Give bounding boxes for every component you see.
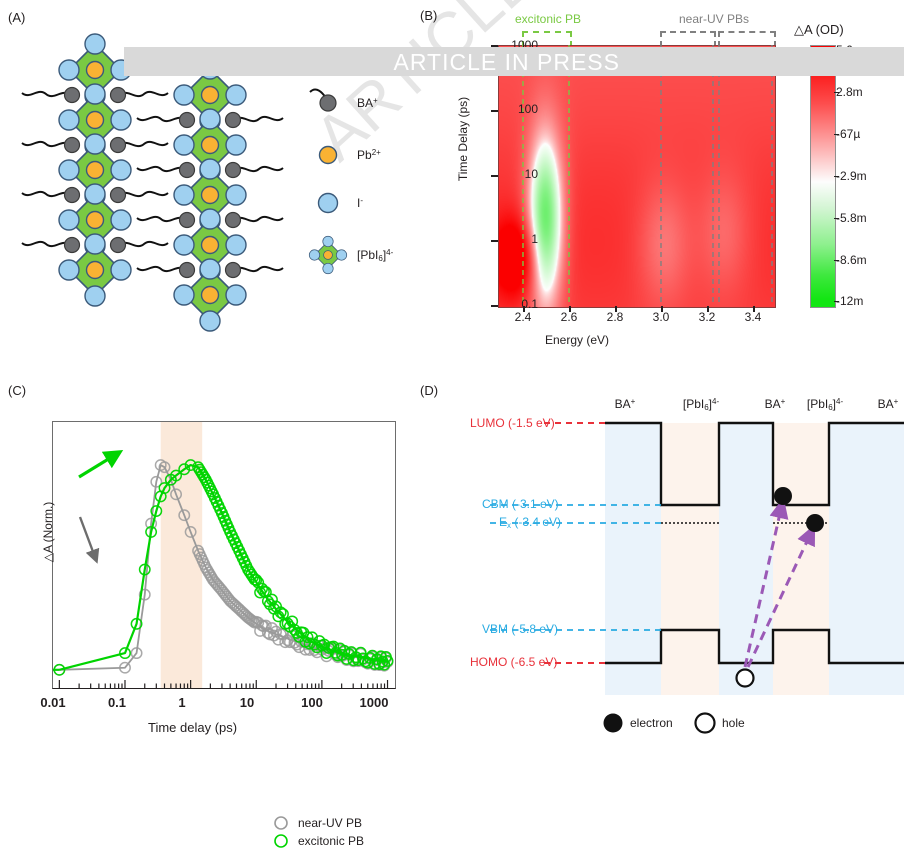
transition-arrow-to-exciton [746, 524, 816, 668]
green-up-arrow [78, 449, 124, 479]
series-markers-excitonic-pb [53, 459, 394, 676]
series-markers-near-uv-pb [53, 459, 394, 676]
annotation-bracket-excitonic [522, 31, 572, 47]
c-x-tick-1000: 1000 [359, 695, 389, 710]
panel-d-label: (D) [420, 383, 439, 398]
conduction-band-profile [605, 421, 904, 507]
legend-electron-glyph [603, 713, 623, 733]
y-tick-1: 1 [531, 232, 538, 246]
level-label-ex: Ex (-3.4 eV) [499, 515, 562, 530]
electron-carrier-cbm [774, 487, 792, 505]
x-tick-3.4: 3.4 [744, 310, 762, 324]
shade-pbi6-1 [661, 423, 719, 695]
article-in-press-banner: ARTICLE IN PRESS [124, 47, 904, 76]
panel-a-label: (A) [8, 10, 26, 25]
annotation-label-near-uv-pbs: near-UV PBs [679, 12, 750, 26]
c-x-axis-title: Time delay (ps) [148, 720, 238, 735]
transition-arrow-to-cbm [743, 497, 789, 668]
heatmap-plot-area [498, 45, 776, 308]
x-axis-title: Energy (eV) [545, 333, 610, 347]
colorbar-gradient [810, 45, 836, 308]
layer-label-ba-2: BA+ [764, 397, 786, 411]
shade-pbi6-2 [773, 423, 829, 695]
legend-label-pb: Pb2+ [357, 148, 381, 162]
y-tick-10: 10 [524, 167, 538, 181]
x-tick-2.6: 2.6 [560, 310, 578, 324]
electron-carrier-exciton [806, 514, 824, 532]
legend-label-excitonic-pb: excitonic PB [298, 834, 365, 848]
x-tick-2.8: 2.8 [606, 310, 624, 324]
colorbar-tick-1: 2.8m [836, 85, 863, 99]
legend-glyph-pb [318, 145, 338, 165]
legend-label-iodide: I- [357, 196, 364, 210]
annotation-bracket-nearuv-2 [718, 31, 776, 47]
legend-label-near-uv-pb: near-UV PB [298, 816, 363, 830]
panel-d-band-diagram: (D) BA+ [PbI6]4- BA+ [PbI6]4- BA+ [415, 375, 904, 753]
y-tick-100: 100 [517, 102, 538, 116]
shade-ba-2 [719, 423, 773, 695]
perovskite-structure-drawing [21, 33, 348, 332]
legend-label-electron: electron [630, 716, 673, 730]
c-x-tick-10: 10 [239, 695, 255, 710]
level-label-lumo: LUMO (-1.5 eV) [470, 416, 555, 430]
panel-c-kinetics: (C) near-UV PB excitonic PB 0.01 0.1 1 1… [0, 375, 415, 848]
legend-label-pbi6: [PbI6]4- [357, 248, 394, 263]
hole-carrier-homo [735, 668, 755, 688]
colorbar-tick-5: -8.6m [836, 253, 867, 267]
band-diagram-drawing [485, 421, 904, 734]
layer-label-pbi6-1: [PbI6]4- [682, 397, 720, 412]
legend-hole-glyph [694, 712, 716, 734]
colorbar-tick-2: -67µ [836, 127, 861, 141]
annotation-bracket-nearuv-1 [660, 31, 716, 47]
legend-label-hole: hole [722, 716, 745, 730]
shade-ba-1 [605, 423, 661, 695]
grey-down-arrow [78, 516, 100, 564]
colorbar-tick-6: -12m [836, 294, 864, 308]
colorbar-title: △A (OD) [794, 22, 844, 37]
shade-ba-3 [829, 423, 904, 695]
colorbar-tick-3: -2.9m [836, 169, 867, 183]
y-axis-title: Time Delay (ps) [456, 96, 470, 182]
panel-c-label: (C) [8, 383, 27, 398]
c-x-tick-1: 1 [178, 695, 186, 710]
colorbar-tick-4: -5.8m [836, 211, 867, 225]
legend-markers [274, 816, 288, 848]
layer-label-pbi6-2: [PbI6]4- [806, 397, 844, 412]
level-label-homo: HOMO (-6.5 eV) [470, 655, 558, 669]
legend-glyph-pbi6 [308, 235, 348, 275]
x-tick-3.2: 3.2 [698, 310, 716, 324]
c-y-axis-title: △A (Norm.) [41, 501, 55, 563]
c-x-tick-0.01: 0.01 [40, 695, 66, 710]
y-tick-0.1: 0.1 [521, 297, 538, 311]
panel-a-structure: (A) [0, 0, 415, 378]
x-axis-minor-ticks [58, 680, 389, 688]
panel-b-heatmap: (B) excitonic PB near-UV PBs 1000 100 10… [415, 0, 904, 378]
c-x-tick-100: 100 [301, 695, 323, 710]
annotation-label-excitonic-pb: excitonic PB [515, 12, 582, 26]
legend-glyph-iodide [317, 192, 339, 214]
panel-b-label: (B) [420, 8, 438, 23]
x-tick-3.0: 3.0 [652, 310, 670, 324]
level-label-vbm: VBM (-5.8 eV) [482, 622, 559, 636]
x-tick-2.4: 2.4 [514, 310, 532, 324]
article-in-press-text: ARTICLE IN PRESS [393, 49, 620, 75]
kinetics-plot-area [52, 421, 396, 689]
legend-glyph-ba [309, 88, 337, 112]
c-x-tick-0.1: 0.1 [107, 695, 127, 710]
level-label-cbm: CBM (-3.1 eV) [482, 497, 559, 511]
layer-label-ba-1: BA+ [614, 397, 636, 411]
legend-label-ba: BA+ [357, 96, 378, 110]
layer-label-ba-3: BA+ [877, 397, 899, 411]
